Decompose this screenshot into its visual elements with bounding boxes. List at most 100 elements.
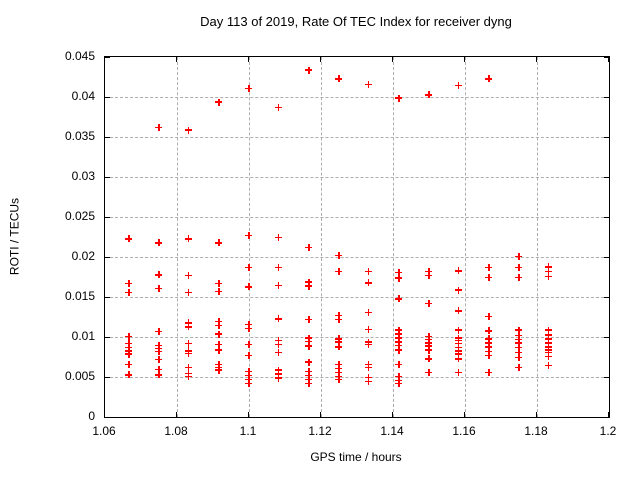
data-point (365, 364, 373, 372)
data-point (485, 75, 493, 83)
x-tick-label: 1.18 (524, 424, 548, 438)
data-point (545, 361, 553, 369)
data-point (305, 282, 313, 290)
gridline-horizontal (105, 137, 609, 138)
data-point (365, 279, 373, 287)
data-point (335, 369, 343, 376)
y-tick-label: 0.035 (64, 129, 95, 143)
data-point (125, 280, 133, 288)
x-tick-top (320, 57, 321, 62)
data-point (395, 295, 403, 303)
data-point (335, 338, 343, 346)
data-point (425, 346, 433, 354)
y-tick-left (105, 377, 110, 378)
data-point (365, 373, 373, 381)
data-point (245, 352, 253, 360)
data-point (245, 372, 253, 380)
data-point (545, 273, 553, 280)
data-point (155, 271, 163, 279)
data-point (185, 289, 193, 296)
data-point (395, 274, 403, 282)
data-point (545, 335, 553, 343)
data-point (245, 341, 253, 348)
data-point (515, 339, 523, 347)
y-tick-right (604, 217, 609, 218)
x-tick-bottom (608, 412, 609, 417)
data-point (395, 334, 403, 342)
y-tick-right (604, 257, 609, 258)
data-point (335, 252, 343, 260)
data-point (455, 369, 463, 376)
data-point (425, 355, 433, 363)
y-tick-label: 0.03 (71, 169, 95, 183)
data-point (305, 342, 313, 350)
y-tick-left (105, 137, 110, 138)
x-tick-top (104, 57, 105, 62)
data-point (275, 281, 283, 289)
x-tick-top (392, 57, 393, 62)
data-point (395, 373, 403, 380)
y-tick-label: 0.025 (64, 209, 95, 223)
data-point (545, 331, 553, 339)
gridline-horizontal (105, 257, 609, 258)
data-point (425, 272, 433, 280)
data-point (185, 364, 193, 372)
data-point (545, 349, 553, 356)
data-point (485, 352, 493, 360)
data-point (275, 233, 283, 241)
y-tick-right (604, 57, 609, 58)
data-point (515, 332, 523, 340)
y-tick-right (604, 297, 609, 298)
x-tick-label: 1.12 (308, 424, 332, 438)
y-tick-label: 0.045 (64, 49, 95, 63)
data-point (365, 309, 373, 316)
data-point (335, 316, 343, 324)
y-tick-left (105, 177, 110, 178)
y-tick-right (604, 377, 609, 378)
y-tick-label: 0.005 (64, 369, 95, 383)
y-tick-right (604, 137, 609, 138)
gridline-vertical (393, 57, 394, 417)
data-point (485, 313, 493, 320)
x-tick-label: 1.14 (380, 424, 404, 438)
data-point (395, 361, 403, 368)
data-point (215, 341, 223, 348)
plot-area (104, 56, 610, 418)
data-point (455, 340, 463, 348)
data-point (365, 325, 373, 333)
y-tick-left (105, 217, 110, 218)
gridline-horizontal (105, 337, 609, 338)
data-point (305, 380, 313, 388)
data-point (275, 349, 283, 356)
data-point (515, 344, 523, 352)
data-point (485, 273, 493, 281)
data-point (185, 373, 193, 380)
chart-title: Day 113 of 2019, Rate Of TEC Index for r… (200, 14, 512, 29)
data-point (305, 376, 313, 384)
data-point (275, 341, 283, 348)
data-point (125, 361, 133, 368)
y-tick-right (604, 177, 609, 178)
y-tick-label: 0.01 (71, 329, 95, 343)
data-point (515, 353, 523, 361)
x-tick-label: 1.1 (239, 424, 257, 438)
x-tick-top (608, 57, 609, 62)
data-point (275, 104, 283, 112)
data-point (515, 273, 523, 281)
x-tick-bottom (392, 412, 393, 417)
data-point (335, 343, 343, 351)
y-tick-label: 0 (88, 409, 95, 423)
y-tick-right (604, 417, 609, 418)
data-point (305, 368, 313, 376)
data-point (155, 328, 163, 336)
gridline-horizontal (105, 297, 609, 298)
data-point (305, 372, 313, 380)
data-point (275, 374, 283, 382)
data-point (155, 285, 163, 292)
data-point (125, 340, 133, 348)
data-point (185, 272, 193, 280)
data-point (545, 339, 553, 347)
data-point (425, 300, 433, 308)
data-point (185, 349, 193, 357)
data-point (395, 341, 403, 349)
